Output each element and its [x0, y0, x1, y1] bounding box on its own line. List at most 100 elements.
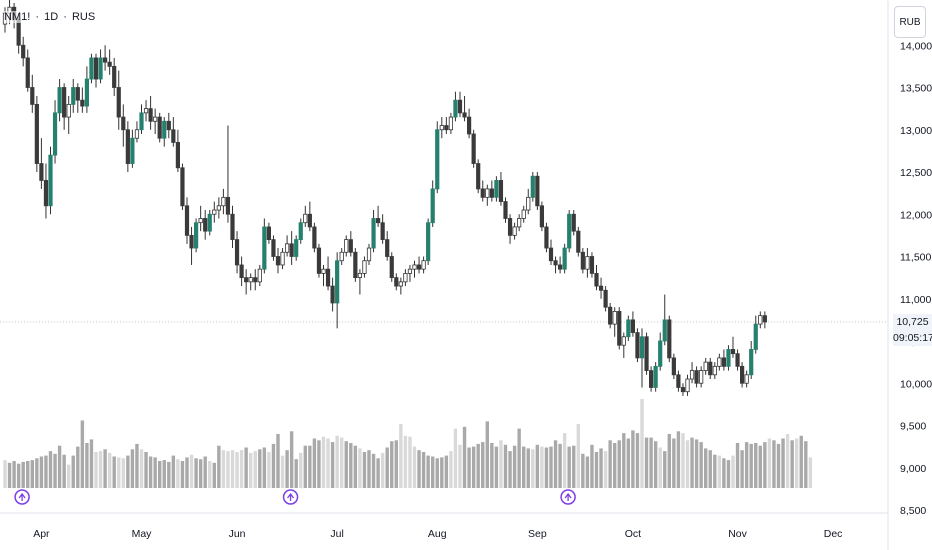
- candle-body: [180, 167, 185, 207]
- candle-body: [303, 213, 308, 224]
- candle-body: [103, 57, 108, 63]
- volume-bar: [694, 439, 699, 488]
- event-arrow-icon: [564, 492, 572, 501]
- volume-bar: [408, 436, 412, 488]
- volume-bar: [558, 443, 562, 488]
- candle-body: [612, 311, 617, 325]
- volume-bar: [562, 433, 567, 488]
- y-tick-label: 8,500: [900, 505, 926, 517]
- volume-bar: [735, 443, 740, 488]
- volume-bar: [135, 443, 139, 488]
- volume-bar: [185, 457, 189, 488]
- volume-bar: [704, 448, 708, 488]
- candle-body: [380, 222, 385, 240]
- candle-body: [175, 142, 180, 169]
- candle-body: [157, 116, 162, 139]
- candle-body: [407, 268, 413, 274]
- candle-body: [617, 311, 622, 346]
- volume-bar: [303, 445, 307, 488]
- candle-body: [762, 315, 767, 323]
- volume-bar: [126, 455, 130, 488]
- x-tick-label: Jun: [229, 528, 246, 540]
- candle-body: [635, 332, 640, 359]
- volume-bar: [80, 420, 85, 488]
- symbol-legend[interactable]: NM1! · 1D · RUS: [4, 11, 98, 23]
- candle-body: [239, 264, 244, 279]
- candle-body: [93, 57, 99, 80]
- volume-bar: [535, 444, 540, 488]
- volume-bar: [112, 456, 116, 488]
- volume-bar: [16, 463, 21, 488]
- volume-bar: [617, 440, 621, 488]
- candle-body: [230, 213, 235, 241]
- candle-body: [330, 285, 335, 304]
- candle-body: [316, 247, 322, 274]
- volume-bar: [417, 450, 421, 488]
- volume-bar: [57, 445, 62, 488]
- candle-body: [726, 349, 731, 367]
- volume-bar: [754, 443, 758, 488]
- volume-bar: [644, 437, 649, 488]
- volume-bar: [335, 435, 339, 488]
- candle-body: [225, 196, 231, 215]
- volume-bar: [549, 446, 553, 488]
- candle-body: [271, 239, 276, 257]
- volume-bar: [508, 451, 512, 488]
- candle-body: [125, 129, 130, 164]
- volume-bar: [44, 455, 48, 488]
- currency-button[interactable]: RUB: [894, 6, 926, 38]
- volume-bar: [490, 443, 494, 488]
- candle-body: [389, 256, 394, 279]
- volume-bar: [667, 434, 671, 488]
- candle-body: [662, 319, 667, 342]
- candle-body: [52, 112, 58, 156]
- candle-body: [621, 336, 626, 346]
- candle-body: [162, 120, 167, 139]
- volume-bar: [663, 451, 667, 488]
- y-tick-label: 12,500: [900, 167, 932, 179]
- candle-body: [71, 87, 76, 105]
- candle-body: [649, 370, 654, 388]
- candle-body: [371, 218, 376, 249]
- candle-body: [667, 319, 672, 359]
- candle-body: [517, 218, 522, 228]
- candle-body: [658, 340, 663, 367]
- candle-body: [43, 180, 49, 207]
- volume-bar: [167, 461, 171, 488]
- volume-bar: [503, 444, 508, 488]
- volume-bar: [776, 443, 781, 488]
- volume-bar: [608, 440, 612, 488]
- candle-body: [325, 268, 331, 287]
- candle-body: [148, 108, 153, 122]
- volume-bar: [244, 447, 248, 488]
- candle-body: [139, 112, 144, 131]
- candle-body: [80, 99, 85, 107]
- volume-bar: [544, 447, 549, 488]
- candle-body: [171, 129, 176, 143]
- candle-body: [184, 205, 190, 236]
- volume-bar: [39, 456, 44, 488]
- candle-body: [130, 137, 135, 164]
- volume-bar: [380, 452, 385, 488]
- candle-body: [730, 349, 736, 355]
- candle-body: [721, 357, 727, 367]
- candle-body: [193, 222, 199, 249]
- volume-bar: [603, 451, 608, 488]
- candle-body: [653, 365, 658, 388]
- volume-bar: [576, 424, 580, 488]
- volume-bar: [685, 440, 690, 488]
- interval-label: 1D: [44, 11, 59, 23]
- candle-body: [426, 222, 431, 262]
- volume-bar: [717, 455, 722, 488]
- candle-body: [244, 277, 249, 283]
- candle-body: [339, 251, 344, 262]
- candle-body: [357, 272, 363, 279]
- candle-body: [116, 87, 121, 118]
- volume-bar: [344, 441, 348, 488]
- x-tick-label: May: [132, 528, 153, 540]
- candle-body: [112, 65, 117, 88]
- candle-body: [594, 272, 599, 287]
- candle-body: [75, 87, 80, 101]
- candle-body: [248, 277, 253, 283]
